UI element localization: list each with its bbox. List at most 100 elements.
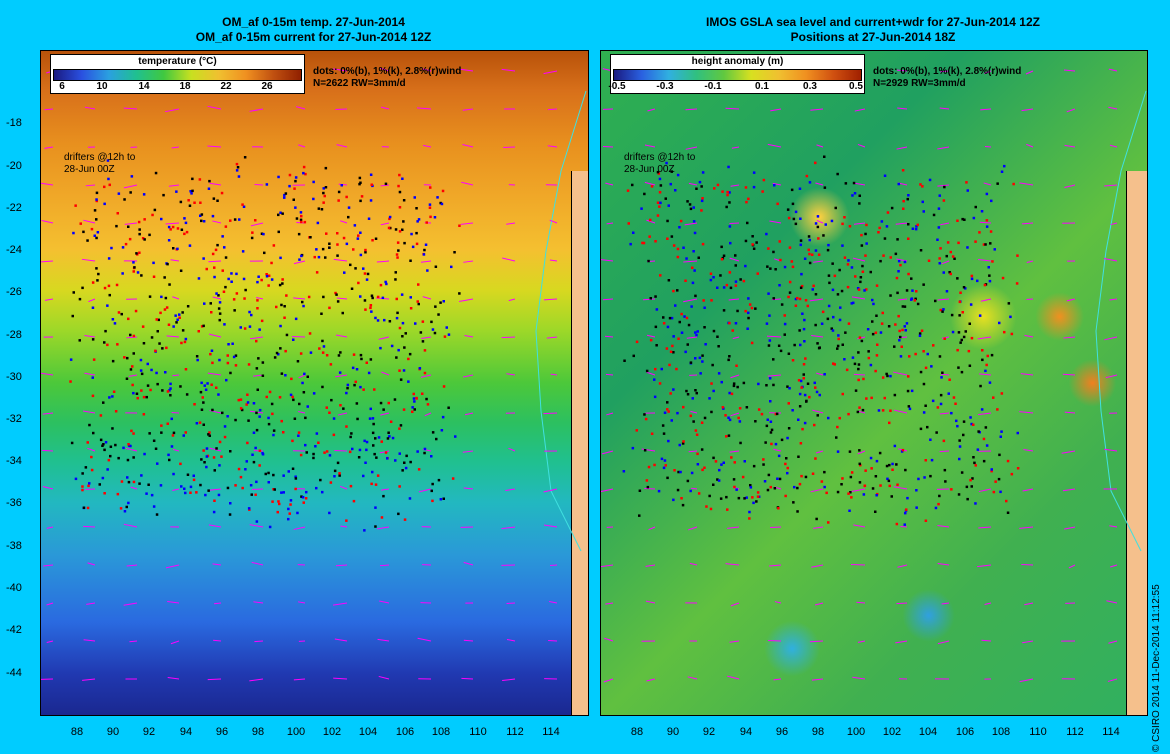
drifter-dot	[772, 358, 775, 361]
drifter-dot	[998, 321, 1001, 325]
drifter-dot	[826, 248, 830, 252]
drifter-dot	[149, 388, 152, 392]
drifter-dot	[211, 214, 215, 218]
drifter-dot	[229, 219, 232, 222]
current-arrow	[896, 258, 908, 262]
drifter-dot	[803, 421, 807, 425]
drifter-dot	[969, 416, 972, 419]
drifter-dot	[769, 431, 773, 434]
shelf-contour	[1095, 90, 1147, 552]
drifter-dot	[356, 417, 359, 421]
drifter-dot	[719, 497, 723, 500]
drifter-dot	[294, 475, 297, 478]
drifter-dot	[846, 285, 850, 289]
drifter-dot	[710, 299, 713, 302]
current-arrow	[418, 488, 432, 493]
drifter-dot	[217, 493, 221, 497]
drifter-dot	[81, 488, 84, 492]
current-arrow	[333, 258, 348, 262]
drifter-dot	[148, 233, 151, 237]
drifter-label-line2: 28-Jun 00Z	[64, 164, 115, 175]
drifter-dot	[794, 304, 798, 307]
drifter-dot	[179, 385, 182, 388]
drifter-dot	[301, 496, 305, 499]
drifter-dot	[836, 425, 839, 429]
drifter-dot	[256, 280, 259, 284]
drifter-dot	[373, 452, 376, 456]
drifter-dot	[404, 466, 408, 470]
current-arrow	[380, 222, 390, 226]
drifter-dot	[966, 497, 969, 501]
drifter-dot	[848, 225, 852, 228]
drifter-dot	[626, 189, 630, 192]
drifter-dot	[965, 181, 968, 184]
drifter-dot	[90, 227, 94, 231]
drifter-dot	[869, 270, 872, 274]
drifter-dot	[857, 363, 861, 366]
drifter-dot	[778, 284, 781, 287]
drifter-dot	[385, 282, 388, 286]
drifter-dot	[142, 342, 146, 345]
drifter-dot	[934, 299, 937, 303]
drifter-dot	[117, 456, 120, 460]
drifter-dot	[192, 474, 195, 477]
drifter-dot	[304, 172, 307, 176]
drifter-dot	[970, 485, 973, 488]
current-arrow	[44, 146, 54, 149]
drifter-dot	[314, 445, 317, 448]
drifter-dot	[849, 475, 853, 479]
current-arrow	[298, 374, 306, 379]
drifter-dot	[213, 469, 216, 472]
drifter-dot	[905, 289, 909, 292]
drifter-dot	[716, 335, 719, 338]
current-arrow	[684, 222, 698, 226]
current-arrow	[1068, 564, 1076, 569]
drifter-dot	[866, 328, 870, 331]
drifter-dot	[738, 420, 742, 423]
drifter-dot	[787, 427, 791, 430]
drifter-dot	[939, 402, 943, 406]
current-arrow	[381, 488, 390, 491]
current-arrow	[1109, 298, 1118, 301]
drifter-dot	[662, 316, 665, 319]
drifter-dot	[129, 444, 132, 448]
drifter-dot	[174, 314, 177, 317]
drifter-dot	[680, 312, 683, 316]
drifter-dot	[379, 283, 383, 287]
drifter-dot	[202, 324, 205, 328]
drifter-dot	[431, 328, 435, 331]
drifter-dot	[865, 242, 868, 245]
drifter-dot	[91, 281, 95, 284]
drifter-dot	[895, 463, 898, 466]
drifter-dot	[875, 314, 878, 317]
drifter-dot	[368, 417, 372, 420]
drifter-dot	[958, 439, 961, 442]
current-arrow	[297, 601, 306, 604]
drifter-dot	[783, 314, 786, 317]
current-arrow	[725, 107, 740, 110]
drifter-dot	[224, 285, 227, 289]
drifter-dot	[422, 253, 426, 256]
drifter-dot	[786, 208, 790, 211]
drifter-dot	[350, 287, 354, 290]
drifter-dot	[200, 213, 204, 216]
drifter-dot	[297, 232, 301, 236]
current-arrow	[729, 222, 740, 225]
drifter-dot	[823, 155, 826, 158]
drifter-dot	[225, 378, 228, 382]
drifter-dot	[728, 191, 731, 194]
drifter-dot	[114, 443, 117, 447]
drifter-dot	[98, 483, 101, 486]
current-arrow	[1023, 449, 1034, 452]
drifter-dot	[374, 237, 378, 240]
current-arrow	[123, 184, 138, 189]
drifter-dot	[669, 350, 673, 353]
drifter-dot	[827, 521, 830, 524]
current-arrow	[937, 562, 950, 566]
drifter-dot	[992, 490, 996, 494]
drifter-dot	[788, 246, 792, 249]
drifter-dot	[193, 403, 196, 406]
drifter-dot	[783, 333, 786, 336]
drifter-dot	[645, 479, 649, 482]
drifter-dot	[134, 309, 138, 313]
